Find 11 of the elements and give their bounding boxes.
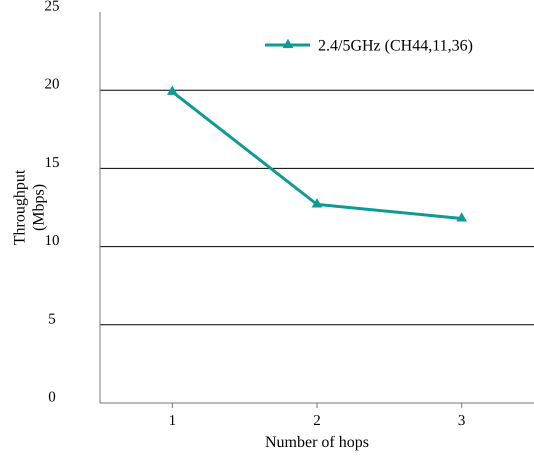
x-tick-label: 3: [458, 413, 466, 429]
y-tick-label: 25: [44, 0, 60, 14]
y-tick-label: 5: [48, 311, 56, 328]
x-tick-label: 2: [313, 413, 321, 429]
y-tick-label: 10: [44, 233, 60, 250]
y-tick-label: 0: [48, 390, 56, 406]
legend-label: 2.4/5GHz (CH44,11,36): [318, 38, 473, 55]
y-tick-label: 20: [44, 76, 60, 93]
x-axis-title: Number of hops: [265, 434, 369, 451]
y-tick-label: 15: [44, 154, 60, 171]
x-tick-label: 1: [168, 413, 176, 429]
